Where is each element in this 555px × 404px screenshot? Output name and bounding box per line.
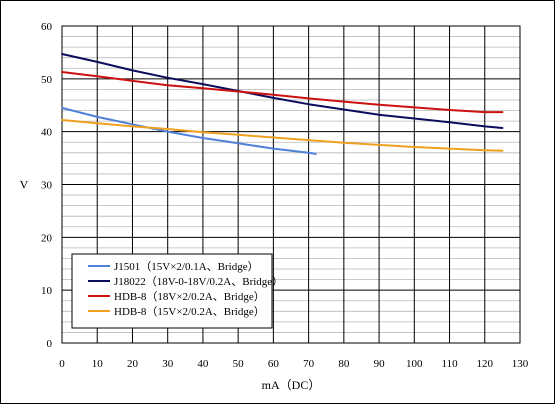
series-line	[61, 53, 504, 129]
y-tick-labels: 0 10 20 30 40 50 60	[41, 21, 53, 350]
x-tick-label: 110	[441, 358, 458, 370]
series-layer	[61, 53, 504, 155]
x-tick-label: 20	[127, 358, 139, 370]
x-tick-label: 40	[197, 358, 209, 370]
y-tick-label: 40	[41, 127, 53, 139]
x-tick-label: 10	[92, 358, 104, 370]
y-tick-label: 20	[41, 232, 53, 244]
legend-label: J18022（18V-0-18V/0.2A、Bridge）	[114, 275, 283, 288]
y-tick-label: 0	[47, 338, 53, 350]
x-tick-label: 100	[406, 358, 423, 370]
x-tick-label: 120	[477, 358, 494, 370]
x-axis-label: mA（DC）	[262, 378, 321, 392]
y-tick-label: 60	[41, 21, 53, 33]
x-tick-label: 130	[512, 358, 529, 370]
y-tick-label: 10	[41, 285, 53, 297]
x-tick-label: 50	[233, 358, 245, 370]
x-tick-label: 80	[338, 358, 350, 370]
series-line	[61, 71, 504, 114]
plot-area-border	[61, 25, 521, 344]
legend-label: HDB-8（15V×2/0.2A、Bridge）	[114, 305, 265, 318]
y-axis-label: V	[20, 178, 29, 192]
y-tick-label: 30	[41, 180, 53, 192]
x-tick-label: 30	[162, 358, 174, 370]
x-tick-label: 0	[59, 358, 65, 370]
series-line	[61, 106, 317, 155]
series-line	[61, 119, 504, 152]
legend-label: HDB-8（18V×2/0.2A、Bridge）	[114, 290, 265, 303]
y-tick-label: 50	[41, 74, 53, 86]
minor-gridlines	[62, 36, 520, 333]
x-tick-label: 60	[268, 358, 280, 370]
x-tick-label: 90	[374, 358, 386, 370]
x-tick-label: 70	[303, 358, 315, 370]
x-tick-labels: 0 10 20 30 40 50 60 70 80 90 100 110 120 130	[59, 358, 529, 370]
legend: J1501（15V×2/0.1A、Bridge） J18022（18V-0-18V…	[71, 253, 283, 329]
legend-label: J1501（15V×2/0.1A、Bridge）	[114, 260, 259, 273]
